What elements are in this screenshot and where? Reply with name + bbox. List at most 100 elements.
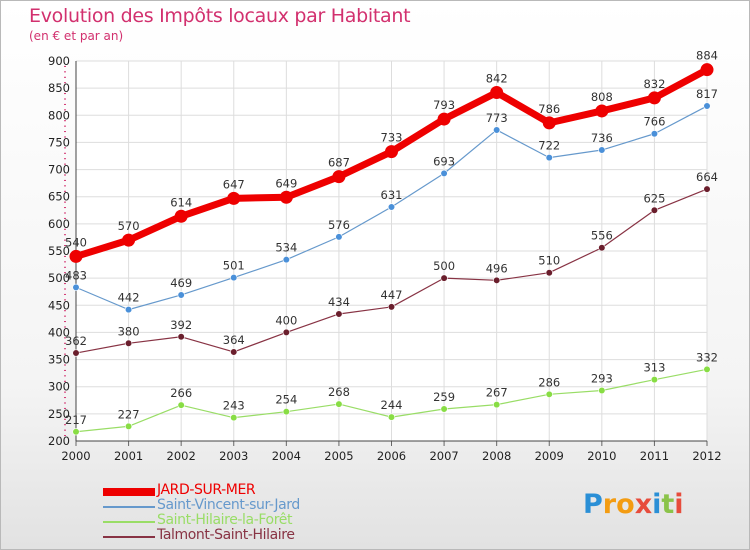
x-tick-label: 2003	[219, 449, 248, 463]
data-label: 362	[65, 334, 87, 348]
data-label: 786	[538, 102, 560, 116]
data-point	[700, 63, 714, 77]
legend-label: JARD-SUR-MER	[157, 482, 256, 498]
logo-letter: i	[674, 489, 684, 520]
data-point	[703, 365, 711, 373]
data-point	[650, 376, 659, 384]
data-point	[542, 116, 556, 130]
y-tick-label: 250	[48, 407, 70, 421]
y-tick-label: 300	[48, 380, 70, 394]
data-point	[124, 422, 133, 430]
data-label: 332	[696, 350, 718, 364]
axes: 200 250 300 350 400 450 500 550 600 650 700 750 800 8…	[48, 54, 722, 463]
y-tick-label: 600	[48, 217, 70, 231]
data-point	[282, 408, 290, 416]
data-point	[387, 203, 396, 211]
data-label: 500	[433, 259, 455, 273]
data-label: 722	[538, 139, 560, 153]
proxiti-logo: Proxiti	[583, 489, 684, 520]
data-label: 434	[328, 295, 350, 309]
data-label: 556	[591, 229, 613, 243]
data-point	[177, 401, 185, 409]
data-label: 400	[275, 313, 297, 327]
data-point	[490, 85, 504, 99]
data-label: 647	[223, 177, 245, 191]
data-label: 570	[118, 219, 140, 233]
data-point	[335, 233, 343, 241]
data-label: 832	[643, 77, 665, 91]
x-tick-label: 2000	[61, 449, 90, 463]
series-lines	[69, 63, 714, 436]
data-label: 469	[170, 276, 192, 290]
data-label: 773	[486, 111, 508, 125]
data-point	[647, 91, 661, 105]
data-point	[279, 190, 293, 204]
legend-swatch	[103, 506, 155, 508]
y-tick-label: 550	[48, 244, 70, 258]
data-label: 380	[118, 324, 140, 338]
x-tick-label: 2004	[272, 449, 301, 463]
data-point	[72, 283, 80, 291]
data-point	[545, 269, 553, 277]
data-point	[335, 310, 343, 318]
data-label: 293	[591, 372, 613, 386]
x-tick-label: 2010	[587, 449, 616, 463]
data-point	[440, 405, 448, 413]
x-tick-label: 2011	[640, 449, 669, 463]
data-point	[282, 328, 290, 337]
data-label: 266	[170, 386, 192, 400]
y-tick-label: 350	[48, 353, 70, 367]
data-label: 736	[591, 131, 613, 145]
y-tick-label: 850	[48, 81, 70, 95]
data-label: 817	[696, 87, 718, 101]
data-label: 268	[328, 385, 350, 399]
data-label: 649	[275, 176, 297, 190]
data-label: 267	[486, 386, 508, 400]
y-tick-label: 500	[48, 271, 70, 285]
data-point	[385, 145, 398, 159]
data-point	[230, 414, 238, 422]
x-tick-label: 2012	[692, 449, 721, 463]
x-tick-label: 2008	[482, 449, 511, 463]
data-point	[703, 102, 711, 110]
data-point	[595, 104, 609, 118]
data-point	[493, 401, 501, 409]
data-label: 793	[433, 98, 455, 112]
x-tick-label: 2002	[167, 449, 196, 463]
legend-swatch	[103, 488, 155, 496]
y-tick-label: 800	[48, 108, 70, 122]
y-tick-label: 700	[48, 163, 70, 177]
data-point	[72, 428, 80, 436]
data-point	[387, 303, 396, 311]
data-point	[332, 170, 346, 184]
data-point	[124, 339, 133, 347]
data-point	[545, 154, 553, 162]
data-labels: 483 442 469 501 534 576 631 693 773 722 736 766 817 2…	[65, 49, 718, 427]
data-point	[174, 209, 188, 223]
chart-subtitle: (en € et par an)	[29, 29, 124, 43]
data-label: 286	[538, 375, 560, 389]
legend-label: Saint-Vincent-sur-Jard	[157, 497, 300, 513]
chart-title: Evolution des Impôts locaux par Habitant	[29, 5, 411, 27]
data-point	[650, 206, 659, 214]
data-point	[230, 348, 238, 356]
data-point	[493, 276, 501, 284]
y-tick-label: 400	[48, 325, 70, 339]
logo-letter: x	[634, 489, 653, 520]
x-tick-label: 2006	[377, 449, 406, 463]
data-label: 576	[328, 218, 350, 232]
logo-letter: P	[583, 489, 603, 520]
data-point	[177, 333, 185, 341]
data-label: 625	[643, 191, 665, 205]
logo-letter: i	[652, 489, 662, 520]
logo-letter: r	[602, 489, 617, 520]
data-point	[230, 274, 238, 282]
data-label: 766	[643, 115, 665, 129]
data-label: 392	[170, 318, 192, 332]
data-label: 227	[118, 407, 140, 421]
data-point	[440, 274, 448, 282]
data-label: 243	[223, 399, 245, 413]
data-point	[493, 126, 501, 134]
data-label: 693	[433, 154, 455, 168]
